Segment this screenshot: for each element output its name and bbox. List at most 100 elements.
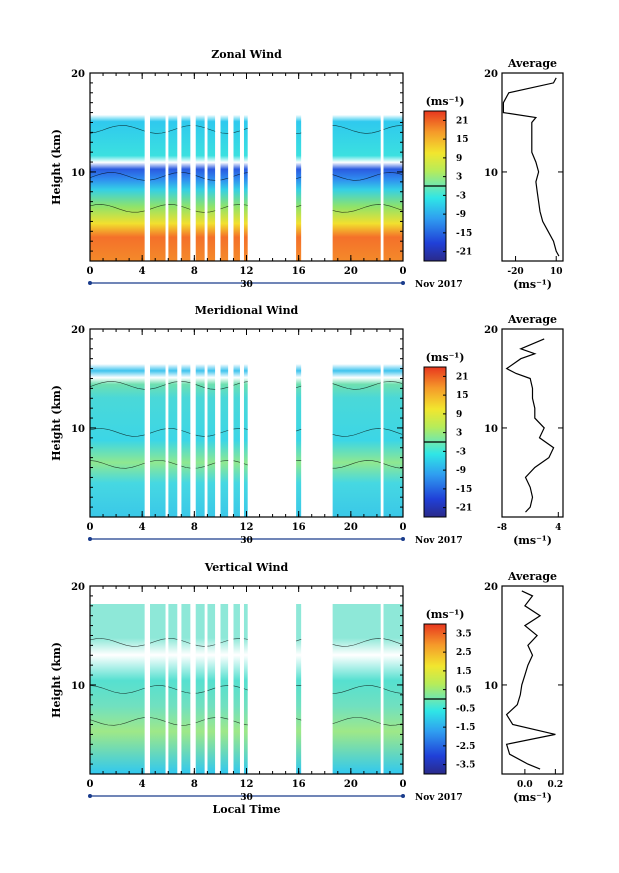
- profile-y-tick-label: 10: [484, 168, 498, 179]
- x-tick-label: 0: [400, 266, 407, 277]
- date-axis-start: [88, 281, 92, 285]
- contour-line: [89, 125, 403, 134]
- y-axis-label: Height (km): [50, 642, 63, 718]
- panel-1: Meridional Wind 10 20 Height (km) 0 4 8 12 16 20 0…: [50, 304, 564, 547]
- panel-2: Vertical Wind 10 20 Height (km) 0 4 8 12 16 20 0 30…: [50, 561, 564, 816]
- x-tick-label: 20: [344, 266, 358, 277]
- data-gap: [247, 586, 297, 774]
- colorbar-tick-label: -15: [456, 229, 472, 239]
- contour-line: [89, 685, 403, 694]
- contour-line: [89, 381, 403, 390]
- chart-title: Vertical Wind: [204, 561, 289, 574]
- colorbar-unit: (ms⁻¹): [426, 95, 465, 108]
- profile-line: [505, 338, 555, 513]
- data-gap: [301, 329, 333, 517]
- date-axis-start: [88, 794, 92, 798]
- data-gap: [239, 73, 244, 261]
- contour-line: [89, 717, 403, 726]
- data-gap: [247, 73, 297, 261]
- colorbar-tick-label: -3.5: [456, 761, 475, 771]
- x-tick-label: 20: [344, 522, 358, 533]
- colorbar-tick-label: 9: [456, 154, 462, 164]
- profile-frame: [501, 585, 564, 775]
- contour-line: [89, 638, 403, 647]
- data-gap: [144, 586, 150, 774]
- x-tick-label: 12: [240, 779, 254, 790]
- data-gap: [215, 73, 221, 261]
- profile-x-tick-label: 0.2: [548, 780, 564, 790]
- x-tick-label: 4: [139, 779, 146, 790]
- data-gap: [165, 586, 169, 774]
- panel-0: Zonal Wind 10 20 Height (km) 0 4 8 12 16 20 0 30 Nov…: [50, 48, 564, 291]
- data-gap: [177, 73, 182, 261]
- chart-title: Zonal Wind: [211, 48, 282, 61]
- x-tick-label: 0: [400, 522, 407, 533]
- data-gap: [204, 329, 208, 517]
- heatmap-field: [90, 91, 403, 261]
- profile-x-tick-label: -8: [497, 523, 507, 533]
- data-gap: [228, 586, 234, 774]
- colorbar-tick-label: -9: [456, 210, 466, 220]
- month-label: Nov 2017: [415, 536, 463, 546]
- x-tick-label: 16: [292, 266, 306, 277]
- profile-title: Average: [507, 313, 557, 326]
- x-tick-label: 8: [191, 266, 198, 277]
- data-gap: [165, 329, 169, 517]
- y-tick-label: 10: [71, 424, 85, 435]
- date-label: 30: [240, 536, 253, 546]
- profile-line: [505, 590, 556, 770]
- date-axis-end: [401, 794, 405, 798]
- profile-x-tick-label: 4: [555, 523, 561, 533]
- x-tick-label: 4: [139, 522, 146, 533]
- heatmap-field: [90, 604, 403, 774]
- chart-title: Meridional Wind: [195, 304, 299, 317]
- data-gap: [239, 586, 244, 774]
- x-tick-label: 16: [292, 522, 306, 533]
- colorbar-tick-label: 21: [456, 372, 469, 382]
- data-gap: [190, 586, 196, 774]
- colorbar-tick-label: 1.5: [456, 667, 472, 677]
- contour-line: [89, 204, 403, 213]
- data-gap: [177, 329, 182, 517]
- data-gap: [190, 73, 196, 261]
- profile-x-unit: (ms⁻¹): [513, 791, 552, 804]
- contour-line: [89, 428, 403, 437]
- data-gap: [380, 329, 384, 517]
- colorbar-tick-label: 15: [456, 391, 469, 401]
- y-tick-label: 10: [71, 168, 85, 179]
- colorbar-tick-label: -21: [456, 248, 472, 258]
- y-tick-label: 20: [71, 582, 85, 593]
- colorbar-tick-label: 2.5: [456, 648, 472, 658]
- colorbar-tick-label: -9: [456, 466, 466, 476]
- data-gap: [215, 586, 221, 774]
- colorbar-tick-label: -21: [456, 504, 472, 514]
- x-tick-label: 8: [191, 779, 198, 790]
- y-axis-label: Height (km): [50, 129, 63, 205]
- profile-title: Average: [507, 570, 557, 583]
- x-tick-label: 0: [400, 779, 407, 790]
- profile-x-tick-label: -20: [507, 267, 523, 277]
- colorbar-tick-label: -2.5: [456, 742, 475, 752]
- month-label: Nov 2017: [415, 280, 463, 290]
- profile-x-tick-label: 0.0: [517, 780, 533, 790]
- data-gap: [239, 329, 244, 517]
- x-tick-label: 0: [87, 266, 94, 277]
- colorbar-tick-label: 3: [456, 173, 462, 183]
- profile-frame: [501, 72, 564, 262]
- colorbar-unit: (ms⁻¹): [426, 608, 465, 621]
- x-tick-label: 0: [87, 522, 94, 533]
- data-gap: [190, 329, 196, 517]
- x-tick-label: 4: [139, 266, 146, 277]
- x-tick-label: 20: [344, 779, 358, 790]
- colorbar-tick-label: 3.5: [456, 629, 472, 639]
- profile-line: [502, 77, 560, 257]
- profile-title: Average: [507, 57, 557, 70]
- colorbar-tick-label: -15: [456, 485, 472, 495]
- date-label: 30: [240, 793, 253, 803]
- colorbar-tick-label: -1.5: [456, 723, 475, 733]
- colorbar-tick-label: -0.5: [456, 704, 475, 714]
- colorbar-unit: (ms⁻¹): [426, 351, 465, 364]
- data-gap: [301, 73, 333, 261]
- data-gap: [301, 586, 333, 774]
